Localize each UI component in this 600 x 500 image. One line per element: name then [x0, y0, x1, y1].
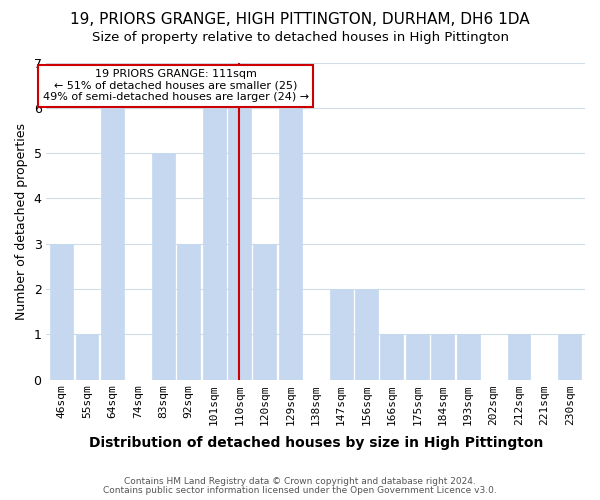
Text: 19 PRIORS GRANGE: 111sqm
← 51% of detached houses are smaller (25)
49% of semi-d: 19 PRIORS GRANGE: 111sqm ← 51% of detach… — [43, 70, 309, 102]
Bar — [380, 334, 403, 380]
Text: Contains HM Land Registry data © Crown copyright and database right 2024.: Contains HM Land Registry data © Crown c… — [124, 477, 476, 486]
X-axis label: Distribution of detached houses by size in High Pittington: Distribution of detached houses by size … — [89, 436, 543, 450]
Bar — [279, 108, 302, 380]
Bar — [177, 244, 200, 380]
Text: Size of property relative to detached houses in High Pittington: Size of property relative to detached ho… — [91, 32, 509, 44]
Bar — [508, 334, 530, 380]
Text: 19, PRIORS GRANGE, HIGH PITTINGTON, DURHAM, DH6 1DA: 19, PRIORS GRANGE, HIGH PITTINGTON, DURH… — [70, 12, 530, 28]
Bar — [355, 289, 378, 380]
Text: Contains public sector information licensed under the Open Government Licence v3: Contains public sector information licen… — [103, 486, 497, 495]
Bar — [253, 244, 277, 380]
Bar — [559, 334, 581, 380]
Bar — [101, 108, 124, 380]
Bar — [203, 108, 226, 380]
Y-axis label: Number of detached properties: Number of detached properties — [15, 122, 28, 320]
Bar — [228, 108, 251, 380]
Bar — [76, 334, 98, 380]
Bar — [329, 289, 353, 380]
Bar — [152, 153, 175, 380]
Bar — [50, 244, 73, 380]
Bar — [457, 334, 479, 380]
Bar — [406, 334, 429, 380]
Bar — [431, 334, 454, 380]
